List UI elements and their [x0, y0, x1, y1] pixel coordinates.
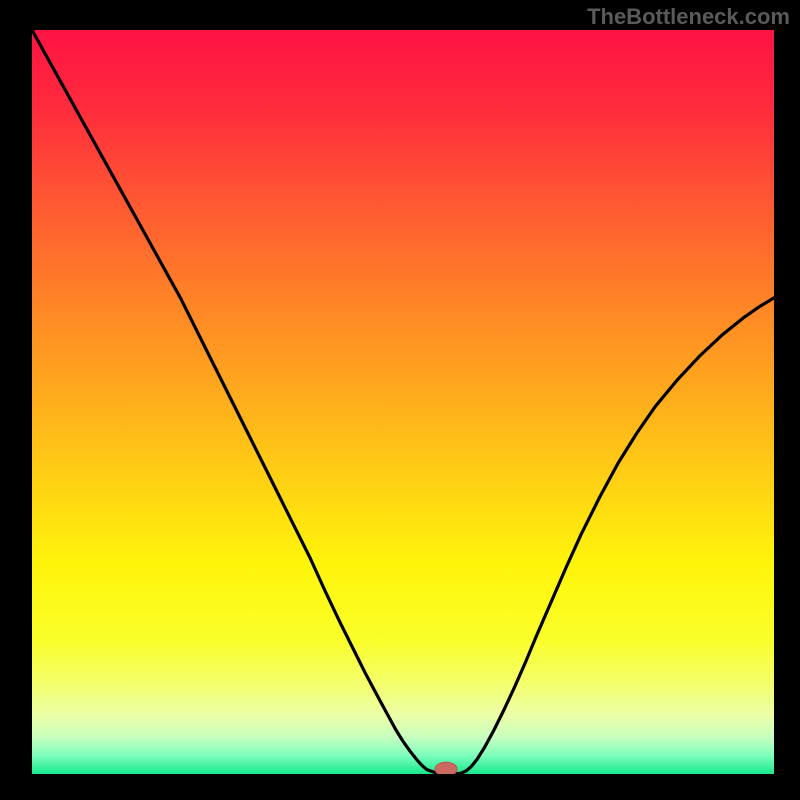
chart-container: TheBottleneck.com	[0, 0, 800, 800]
watermark-text: TheBottleneck.com	[587, 4, 790, 30]
plot-area	[32, 30, 774, 774]
plot-svg	[32, 30, 774, 774]
gradient-background	[32, 30, 774, 774]
optimal-point-marker	[435, 762, 457, 774]
